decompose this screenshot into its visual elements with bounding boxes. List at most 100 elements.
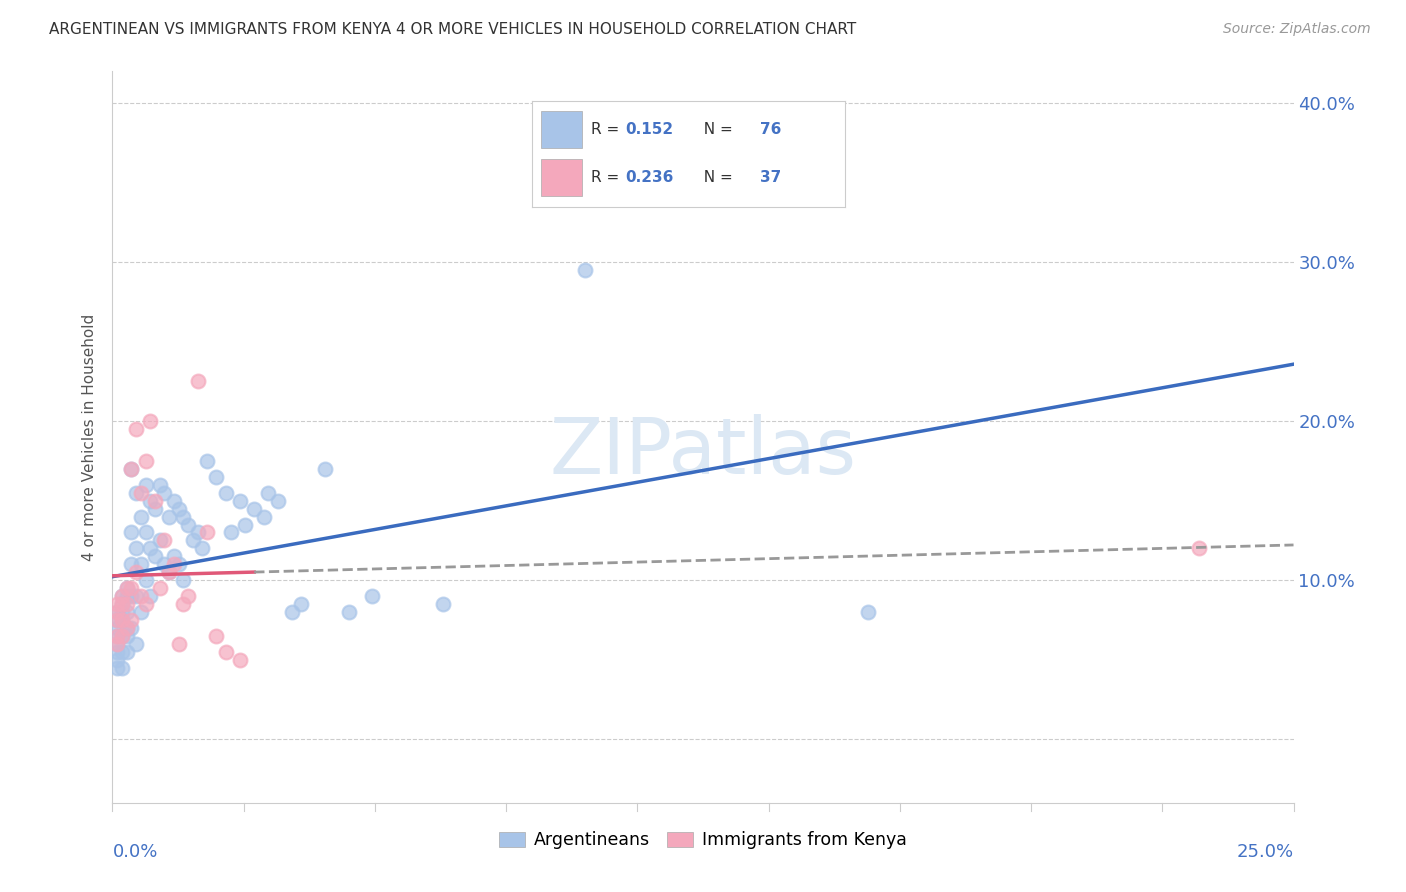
Text: ZIPatlas: ZIPatlas — [550, 414, 856, 490]
Point — [149, 477, 172, 491]
Point — [111, 613, 134, 627]
Point — [243, 501, 266, 516]
Point — [163, 493, 186, 508]
Point — [120, 525, 142, 540]
Point — [858, 605, 880, 619]
Point — [167, 637, 190, 651]
Point — [129, 558, 152, 572]
Point — [111, 589, 134, 603]
Point — [215, 485, 238, 500]
FancyBboxPatch shape — [541, 159, 582, 196]
Point — [111, 629, 134, 643]
Point — [181, 533, 204, 548]
Point — [129, 485, 152, 500]
Point — [111, 660, 134, 674]
Point — [105, 605, 128, 619]
Point — [125, 422, 148, 436]
Point — [314, 462, 336, 476]
Text: R =: R = — [591, 170, 624, 185]
Point — [129, 605, 152, 619]
Text: ARGENTINEAN VS IMMIGRANTS FROM KENYA 4 OR MORE VEHICLES IN HOUSEHOLD CORRELATION: ARGENTINEAN VS IMMIGRANTS FROM KENYA 4 O… — [49, 22, 856, 37]
Point — [149, 533, 172, 548]
Point — [111, 605, 134, 619]
Text: R =: R = — [591, 122, 624, 137]
Point — [120, 581, 142, 595]
Point — [177, 589, 200, 603]
Y-axis label: 4 or more Vehicles in Household: 4 or more Vehicles in Household — [82, 313, 97, 561]
FancyBboxPatch shape — [541, 112, 582, 148]
Point — [229, 493, 252, 508]
Point — [135, 525, 157, 540]
Point — [205, 629, 228, 643]
Point — [135, 477, 157, 491]
Point — [120, 462, 142, 476]
Point — [105, 605, 128, 619]
Point — [105, 660, 128, 674]
Point — [125, 589, 148, 603]
Point — [115, 605, 138, 619]
Point — [105, 597, 128, 611]
Point — [105, 621, 128, 635]
Point — [163, 558, 186, 572]
Point — [111, 597, 134, 611]
Legend: Argentineans, Immigrants from Kenya: Argentineans, Immigrants from Kenya — [492, 824, 914, 856]
Point — [111, 613, 134, 627]
Point — [290, 597, 312, 611]
Point — [115, 581, 138, 595]
Point — [432, 597, 454, 611]
Point — [153, 485, 176, 500]
Point — [129, 509, 152, 524]
Point — [153, 558, 176, 572]
Point — [167, 501, 190, 516]
Point — [172, 597, 194, 611]
Point — [115, 581, 138, 595]
Point — [129, 589, 152, 603]
Point — [105, 637, 128, 651]
Point — [229, 653, 252, 667]
Text: Source: ZipAtlas.com: Source: ZipAtlas.com — [1223, 22, 1371, 37]
Point — [149, 581, 172, 595]
Text: 0.0%: 0.0% — [112, 843, 157, 861]
Point — [253, 509, 276, 524]
Point — [153, 533, 176, 548]
Point — [105, 613, 128, 627]
Point — [215, 645, 238, 659]
Point — [157, 566, 180, 580]
Point — [139, 589, 162, 603]
Point — [125, 485, 148, 500]
Point — [115, 597, 138, 611]
Point — [143, 493, 166, 508]
Point — [281, 605, 304, 619]
Point — [135, 597, 157, 611]
Point — [115, 589, 138, 603]
Point — [115, 621, 138, 635]
Text: 37: 37 — [761, 170, 782, 185]
Point — [105, 637, 128, 651]
Point — [167, 558, 190, 572]
Point — [105, 629, 128, 643]
Point — [337, 605, 360, 619]
Text: 25.0%: 25.0% — [1236, 843, 1294, 861]
Point — [267, 493, 290, 508]
Point — [1188, 541, 1211, 556]
Point — [233, 517, 256, 532]
Text: N =: N = — [695, 122, 738, 137]
Point — [205, 470, 228, 484]
Point — [125, 566, 148, 580]
Point — [157, 509, 180, 524]
Point — [125, 541, 148, 556]
Point — [143, 501, 166, 516]
Point — [120, 621, 142, 635]
Point — [111, 597, 134, 611]
Point — [574, 263, 596, 277]
Point — [105, 645, 128, 659]
Point — [139, 414, 162, 428]
Text: 0.236: 0.236 — [626, 170, 673, 185]
Point — [139, 541, 162, 556]
Text: 0.152: 0.152 — [626, 122, 673, 137]
Point — [186, 375, 208, 389]
Point — [120, 558, 142, 572]
Point — [125, 637, 148, 651]
Point — [135, 454, 157, 468]
Point — [115, 629, 138, 643]
